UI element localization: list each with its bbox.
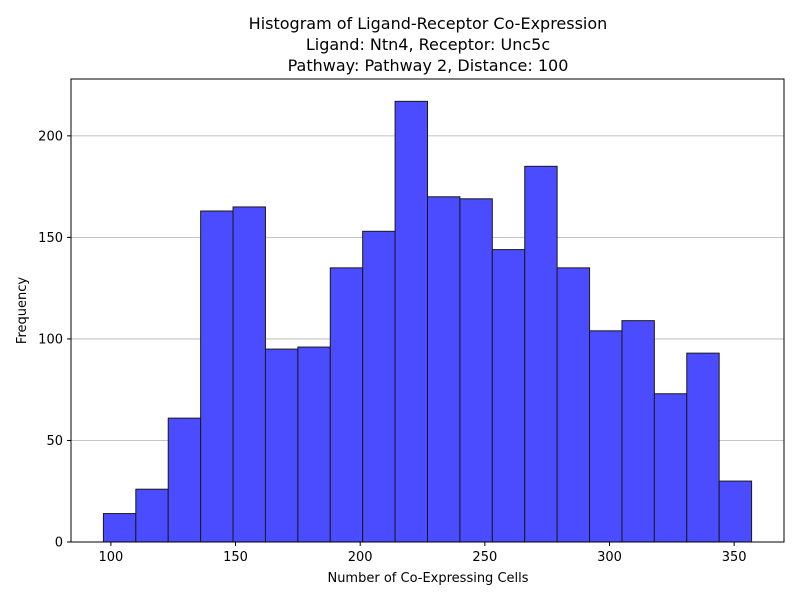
histogram-bar-19 bbox=[686, 352, 720, 543]
y-tick-label-50: 50 bbox=[46, 434, 63, 449]
histogram-bar-9 bbox=[362, 230, 396, 543]
histogram-bar-10 bbox=[394, 100, 429, 543]
histogram-bar-8 bbox=[329, 267, 364, 543]
x-tick-label-150: 150 bbox=[223, 550, 248, 565]
x-tick-label-300: 300 bbox=[597, 550, 622, 565]
histogram-bar-14 bbox=[524, 165, 558, 543]
histogram-bar-15 bbox=[556, 267, 591, 543]
histogram-bar-1 bbox=[102, 513, 137, 543]
chart-title-line-3: Pathway: Pathway 2, Distance: 100 bbox=[288, 56, 569, 75]
x-tick-label-350: 350 bbox=[722, 550, 747, 565]
histogram-bar-6 bbox=[264, 348, 299, 543]
plot-frame bbox=[70, 78, 785, 543]
histogram-bar-3 bbox=[167, 417, 202, 543]
histogram-bar-5 bbox=[232, 206, 266, 543]
chart-title-line-1: Histogram of Ligand-Receptor Co-Expressi… bbox=[249, 14, 608, 33]
y-axis-ticks: 0 50 100 150 200 bbox=[38, 129, 71, 551]
x-axis-label: Number of Co-Expressing Cells bbox=[327, 571, 528, 586]
x-tick-label-200: 200 bbox=[348, 550, 373, 565]
y-tick-label-150: 150 bbox=[38, 231, 63, 246]
y-tick-label-100: 100 bbox=[38, 332, 63, 347]
histogram-bar-12 bbox=[459, 198, 493, 543]
y-axis-label: Frequency bbox=[15, 277, 30, 344]
y-tick-label-200: 200 bbox=[38, 129, 63, 144]
histogram-bar-4 bbox=[200, 210, 234, 543]
histogram-bar-16 bbox=[589, 330, 623, 543]
histogram-bar-13 bbox=[491, 249, 526, 543]
x-axis-ticks: 100 150 200 250 300 350 bbox=[98, 542, 747, 565]
histogram-bar-2 bbox=[135, 488, 169, 543]
histogram-bars bbox=[102, 100, 753, 543]
y-tick-label-0: 0 bbox=[55, 536, 63, 551]
chart-title-line-2: Ligand: Ntn4, Receptor: Unc5c bbox=[306, 35, 550, 54]
histogram-bar-11 bbox=[427, 196, 461, 543]
chart-title: Histogram of Ligand-Receptor Co-Expressi… bbox=[249, 14, 608, 75]
histogram-bar-20 bbox=[718, 480, 753, 543]
x-tick-label-250: 250 bbox=[472, 550, 497, 565]
histogram-bar-18 bbox=[653, 393, 688, 543]
histogram-bar-17 bbox=[621, 320, 655, 543]
histogram-bar-7 bbox=[297, 346, 331, 543]
x-tick-label-100: 100 bbox=[98, 550, 123, 565]
